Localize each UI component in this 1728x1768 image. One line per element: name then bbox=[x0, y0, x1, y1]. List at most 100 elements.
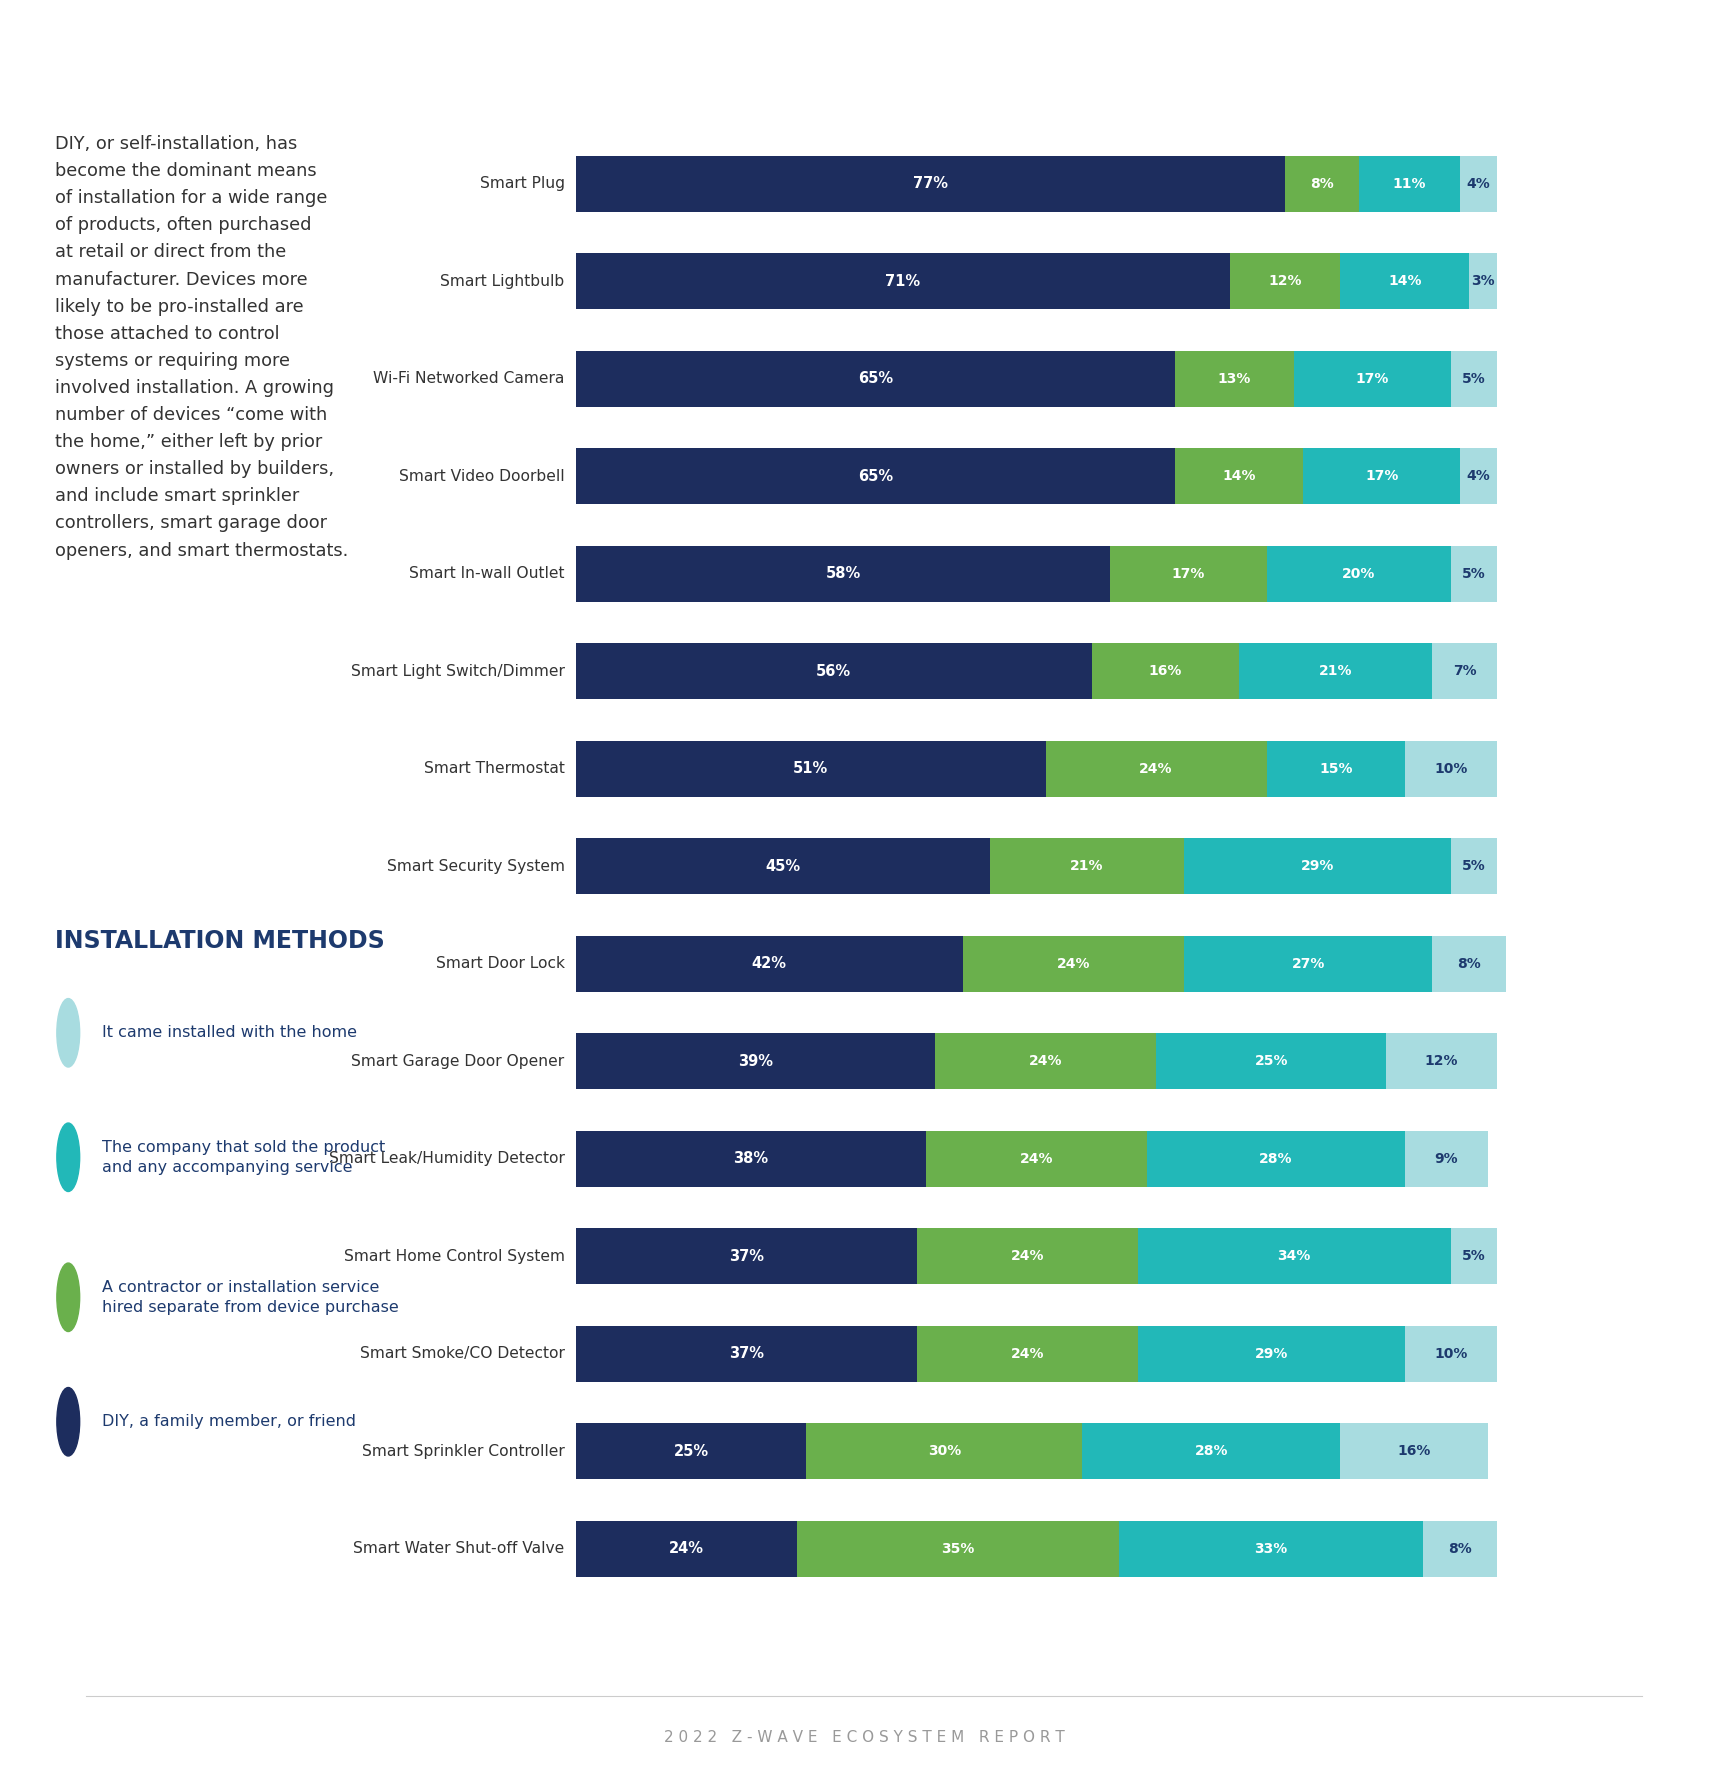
Polygon shape bbox=[491, 34, 553, 131]
Text: 17%: 17% bbox=[1356, 371, 1389, 385]
Polygon shape bbox=[785, 25, 847, 140]
Polygon shape bbox=[1077, 7, 1139, 157]
Text: 5%: 5% bbox=[1462, 1250, 1486, 1264]
FancyBboxPatch shape bbox=[1239, 644, 1433, 700]
Polygon shape bbox=[980, 16, 1042, 149]
Text: 29%: 29% bbox=[1255, 1347, 1287, 1361]
Polygon shape bbox=[1272, 28, 1334, 136]
Text: 24%: 24% bbox=[669, 1542, 703, 1556]
Text: 5%: 5% bbox=[1462, 859, 1486, 873]
Text: Smart Thermostat: Smart Thermostat bbox=[423, 762, 565, 776]
Text: Smart Leak/Humidity Detector: Smart Leak/Humidity Detector bbox=[328, 1151, 565, 1167]
FancyBboxPatch shape bbox=[1424, 1520, 1496, 1577]
Text: 2 0 2 2   Z - W A V E   E C O S Y S T E M   R E P O R T: 2 0 2 2 Z - W A V E E C O S Y S T E M R … bbox=[664, 1729, 1064, 1745]
Text: 21%: 21% bbox=[1318, 665, 1353, 679]
FancyBboxPatch shape bbox=[935, 1033, 1156, 1089]
FancyBboxPatch shape bbox=[916, 1229, 1137, 1284]
FancyBboxPatch shape bbox=[1286, 156, 1358, 212]
FancyBboxPatch shape bbox=[1184, 838, 1452, 895]
FancyBboxPatch shape bbox=[1452, 350, 1496, 407]
FancyBboxPatch shape bbox=[1460, 449, 1496, 504]
Text: 58%: 58% bbox=[826, 566, 861, 582]
Polygon shape bbox=[1175, 0, 1237, 69]
Text: 12%: 12% bbox=[1268, 274, 1301, 288]
Text: Smart Lightbulb: Smart Lightbulb bbox=[441, 274, 565, 288]
Polygon shape bbox=[295, 0, 358, 95]
FancyBboxPatch shape bbox=[1120, 1520, 1424, 1577]
Text: 25%: 25% bbox=[1255, 1054, 1287, 1068]
Text: DIY, or self-installation, has
become the dominant means
of installation for a w: DIY, or self-installation, has become th… bbox=[55, 134, 349, 560]
Polygon shape bbox=[785, 0, 847, 64]
Text: 16%: 16% bbox=[1149, 665, 1182, 679]
Text: 9%: 9% bbox=[1434, 1151, 1458, 1165]
Text: 51%: 51% bbox=[793, 762, 828, 776]
Text: 8%: 8% bbox=[1310, 177, 1334, 191]
Polygon shape bbox=[881, 12, 943, 152]
FancyBboxPatch shape bbox=[1045, 741, 1267, 797]
Text: Smart Garage Door Opener: Smart Garage Door Opener bbox=[351, 1054, 565, 1070]
FancyBboxPatch shape bbox=[1267, 546, 1452, 601]
Text: 24%: 24% bbox=[1139, 762, 1173, 776]
FancyBboxPatch shape bbox=[805, 1423, 1082, 1480]
FancyBboxPatch shape bbox=[1092, 644, 1239, 700]
Text: 45%: 45% bbox=[766, 859, 800, 873]
Text: 5%: 5% bbox=[1462, 568, 1486, 582]
Text: Wi-Fi Networked Camera: Wi-Fi Networked Camera bbox=[373, 371, 565, 387]
Text: 17%: 17% bbox=[1172, 568, 1204, 582]
FancyBboxPatch shape bbox=[575, 1326, 916, 1383]
Text: 24%: 24% bbox=[1020, 1151, 1052, 1165]
Polygon shape bbox=[394, 0, 456, 80]
FancyBboxPatch shape bbox=[575, 644, 1092, 700]
Text: 21%: 21% bbox=[1070, 859, 1104, 873]
FancyBboxPatch shape bbox=[575, 546, 1109, 601]
Polygon shape bbox=[881, 0, 943, 88]
FancyBboxPatch shape bbox=[1294, 350, 1452, 407]
Polygon shape bbox=[394, 44, 456, 120]
Text: 8%: 8% bbox=[1448, 1542, 1472, 1556]
FancyBboxPatch shape bbox=[1267, 741, 1405, 797]
Text: Smart Plug: Smart Plug bbox=[480, 177, 565, 191]
FancyBboxPatch shape bbox=[926, 1132, 1147, 1186]
FancyBboxPatch shape bbox=[1137, 1229, 1452, 1284]
Text: Smart Video Doorbell: Smart Video Doorbell bbox=[399, 469, 565, 484]
Text: 35%: 35% bbox=[942, 1542, 975, 1556]
Polygon shape bbox=[100, 12, 162, 152]
Text: 17%: 17% bbox=[1365, 469, 1398, 483]
Text: 24%: 24% bbox=[1011, 1250, 1044, 1264]
Circle shape bbox=[57, 1123, 79, 1192]
Polygon shape bbox=[1175, 16, 1237, 149]
Circle shape bbox=[57, 999, 79, 1068]
FancyBboxPatch shape bbox=[1386, 1033, 1496, 1089]
FancyBboxPatch shape bbox=[1452, 1229, 1496, 1284]
FancyBboxPatch shape bbox=[575, 1423, 805, 1480]
FancyBboxPatch shape bbox=[1405, 741, 1496, 797]
Text: DIY VERSUS PROFESSIONAL INSTALLATION: DIY VERSUS PROFESSIONAL INSTALLATION bbox=[162, 27, 1566, 83]
Polygon shape bbox=[686, 30, 748, 134]
Text: It came installed with the home: It came installed with the home bbox=[102, 1025, 358, 1040]
Polygon shape bbox=[295, 16, 358, 149]
FancyBboxPatch shape bbox=[1175, 350, 1294, 407]
FancyBboxPatch shape bbox=[1460, 156, 1496, 212]
Text: 28%: 28% bbox=[1194, 1444, 1229, 1459]
FancyBboxPatch shape bbox=[1109, 546, 1267, 601]
Polygon shape bbox=[199, 46, 261, 118]
FancyBboxPatch shape bbox=[1469, 253, 1496, 309]
Text: 13%: 13% bbox=[1218, 371, 1251, 385]
Text: Smart Sprinkler Controller: Smart Sprinkler Controller bbox=[361, 1444, 565, 1459]
Polygon shape bbox=[589, 0, 651, 97]
FancyBboxPatch shape bbox=[575, 1033, 935, 1089]
Text: 11%: 11% bbox=[1393, 177, 1426, 191]
FancyBboxPatch shape bbox=[916, 1326, 1137, 1383]
Polygon shape bbox=[491, 0, 553, 101]
Text: 14%: 14% bbox=[1388, 274, 1422, 288]
Text: 33%: 33% bbox=[1255, 1542, 1287, 1556]
Polygon shape bbox=[1077, 0, 1139, 99]
Text: 28%: 28% bbox=[1260, 1151, 1293, 1165]
Text: The company that sold the product
and any accompanying service: The company that sold the product and an… bbox=[102, 1140, 385, 1176]
Text: 7%: 7% bbox=[1453, 665, 1476, 679]
Text: 10%: 10% bbox=[1434, 762, 1467, 776]
FancyBboxPatch shape bbox=[1303, 449, 1460, 504]
Text: 27%: 27% bbox=[1291, 956, 1325, 971]
Text: Smart In-wall Outlet: Smart In-wall Outlet bbox=[410, 566, 565, 582]
FancyBboxPatch shape bbox=[1358, 156, 1460, 212]
